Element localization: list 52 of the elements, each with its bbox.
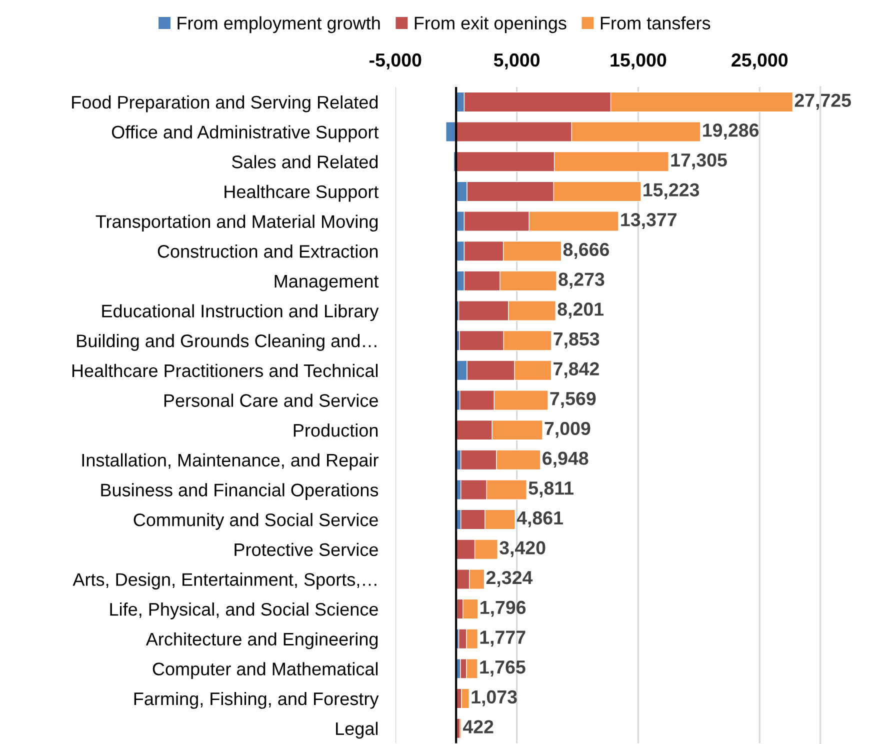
y-tick-label: Legal xyxy=(336,722,378,739)
total-label: 3,420 xyxy=(500,541,546,558)
x-tick-label: 15,000 xyxy=(610,53,666,70)
y-tick-label: Food Preparation and Serving Related xyxy=(72,95,378,112)
total-label: 19,286 xyxy=(703,124,759,140)
total-label: 1,073 xyxy=(472,690,517,706)
y-tick-label: Arts, Design, Entertainment, Sports,… xyxy=(72,572,376,590)
y-tick-label: Life, Physical, and Social Science xyxy=(110,602,378,620)
total-label: 4,861 xyxy=(516,511,563,528)
y-tick-label: Architecture and Engineering xyxy=(146,632,378,650)
total-label: 17,305 xyxy=(671,153,727,170)
total-label: 6,948 xyxy=(542,452,588,468)
legend-label: From exit openings xyxy=(414,16,566,34)
y-tick-label: Business and Financial Operations xyxy=(101,483,378,500)
y-tick-label: Healthcare Practitioners and Technical xyxy=(72,364,378,378)
y-tick-label: Community and Social Service xyxy=(134,513,378,530)
total-label: 8,273 xyxy=(558,272,604,289)
total-label: 13,377 xyxy=(621,213,676,230)
total-label: 1,765 xyxy=(480,660,526,676)
y-tick-label: Installation, Maintenance, and Repair xyxy=(82,453,378,470)
total-label: 2,324 xyxy=(486,570,533,587)
y-tick-label: Sales and Related xyxy=(232,155,378,168)
y-tick-label: Building and Grounds Cleaning and… xyxy=(77,334,376,351)
y-tick-label: Construction and Extraction xyxy=(158,244,378,258)
y-tick-label: Educational Instruction and Library xyxy=(102,304,379,322)
y-tick-label: Personal Care and Service xyxy=(164,394,378,407)
y-tick-label: Office and Administrative Support xyxy=(112,125,379,142)
legend-label: From employment growth xyxy=(178,16,380,34)
total-label: 1,777 xyxy=(480,630,526,647)
x-tick-label: -5,000 xyxy=(370,53,422,70)
bar xyxy=(461,688,470,709)
y-tick-label: Computer and Mathematical xyxy=(152,662,378,679)
total-label: 422 xyxy=(462,720,494,734)
total-label: 8,201 xyxy=(558,302,604,319)
total-label: 27,725 xyxy=(794,94,851,110)
y-tick-label: Transportation and Material Moving xyxy=(96,214,378,232)
y-tick-label: Management xyxy=(274,275,379,292)
y-tick-label: Production xyxy=(294,424,378,437)
total-label: 5,811 xyxy=(528,481,574,498)
total-label: 15,223 xyxy=(644,183,700,200)
total-label: 1,796 xyxy=(480,600,526,617)
x-tick-label: 5,000 xyxy=(494,53,540,70)
total-label: 7,569 xyxy=(550,392,596,408)
total-label: 7,853 xyxy=(554,332,600,348)
y-tick-label: Farming, Fishing, and Forestry xyxy=(134,692,379,709)
total-label: 8,666 xyxy=(563,242,610,259)
y-tick-label: Protective Service xyxy=(234,542,378,556)
y-tick-label: Healthcare Support xyxy=(224,184,379,202)
total-label: 7,009 xyxy=(544,422,590,438)
x-tick-label: 25,000 xyxy=(732,53,788,70)
legend-label: From tansfers xyxy=(600,16,710,30)
total-label: 7,842 xyxy=(554,362,599,378)
